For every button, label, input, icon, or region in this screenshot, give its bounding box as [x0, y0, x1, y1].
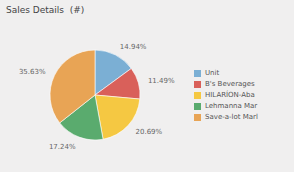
html-text:Sales Details (#): Sales Details (#): [6, 5, 85, 15]
html-text:Save-a-lot Marl: Save-a-lot Marl: [205, 113, 258, 121]
html-text:B's Beverages: B's Beverages: [205, 80, 255, 88]
html-text:HILARÍON-Aba: HILARÍON-Aba: [205, 91, 255, 99]
html-text:Unit: Unit: [205, 69, 220, 77]
svg-text:35.63%: 35.63%: [19, 68, 46, 76]
svg-text:11.49%: 11.49%: [148, 77, 175, 85]
svg-text:14.94%: 14.94%: [120, 42, 147, 50]
html-text:Lehmanna Mar: Lehmanna Mar: [205, 102, 258, 110]
svg-text:20.69%: 20.69%: [136, 128, 163, 136]
svg-text:17.24%: 17.24%: [49, 143, 76, 151]
